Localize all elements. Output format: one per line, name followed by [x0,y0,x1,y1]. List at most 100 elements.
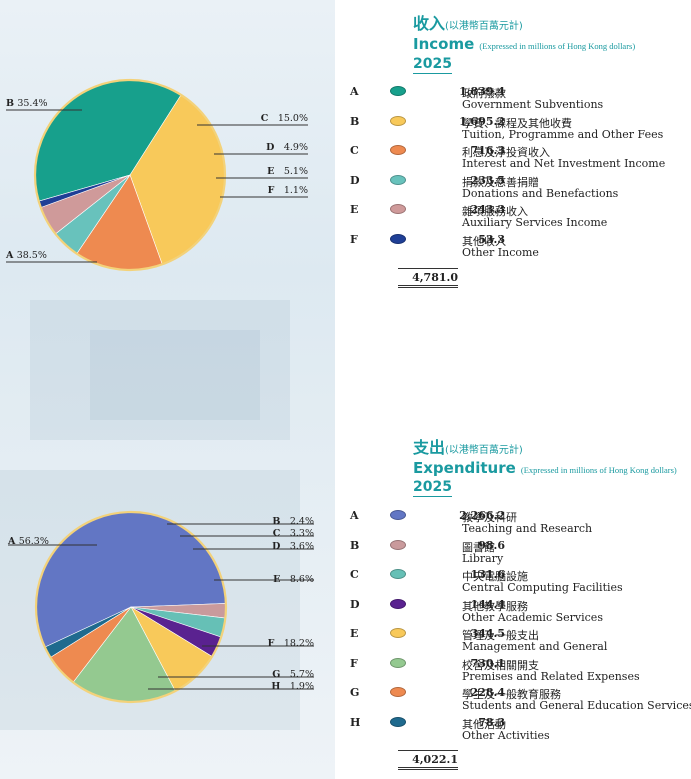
row-letter: B [350,114,360,128]
income-legend-row: E 243.3 雜項服務收入 Auxiliary Services Income [350,203,685,231]
legend-swatch-icon [390,115,406,126]
row-label-en: Library [462,551,504,565]
legend-swatch-icon [390,539,406,550]
row-value: 131.6 [470,568,505,581]
building-photo-shade [90,330,260,420]
legend-swatch-icon [390,598,406,609]
building-photo-shade [30,300,290,440]
legend-swatch-icon [390,86,406,96]
expenditure-legend-row: D 144.4 其他教學服務 Other Academic Services [350,598,685,626]
pie-label: H 1.9% [271,681,314,692]
row-label-en: Premises and Related Expenses [462,669,640,683]
pie-label: F 1.1% [268,185,308,196]
row-letter: D [350,173,360,187]
expenditure-pie-chart: A 56.3% B 2.4%C 3.3% D 3.6% E 8.6% F 18.2% G … [7,510,314,704]
legend-swatch-icon [390,569,406,579]
expenditure-total: 4,022.1 [398,750,458,770]
pie-label: F 18.2% [268,638,314,649]
row-value: 716.3 [470,144,505,158]
income-year: 2025 [413,56,452,74]
pie-label: D 4.9% [266,142,308,153]
expenditure-title-zh: 支出(以港幣百萬元計) [413,438,523,457]
row-label-zh: 學費、課程及其他收費 [462,116,572,130]
expenditure-legend-row: C 131.6 中央電腦設施 Central Computing Facilities [350,568,685,596]
income-legend-row: A 1,839.4 政府撥款 Government Subventions [350,85,685,113]
pie-label: B 2.4% [272,516,314,527]
row-label-zh: 學生及一般教育服務 [462,688,561,701]
row-letter: G [350,686,360,699]
income-pie-chart: A 38.5% B 35.4% C 15.0% D 4.9% E 5.1% F 1.1% [5,78,308,272]
row-value: 730.1 [470,656,505,670]
row-label-zh: 圖書館 [462,540,495,554]
row-value: 53.3 [478,233,505,246]
row-label-en: Students and General Education Services [462,699,691,712]
pie-label: A 38.5% [5,250,47,261]
row-label-en: Interest and Net Investment Income [462,157,666,171]
row-label-zh: 政府撥款 [462,87,506,100]
expenditure-title-en: Expenditure (Expressed in millions of Ho… [413,459,677,477]
income-legend-row: F 53.3 其他收入 Other Income [350,233,685,261]
row-letter: F [350,656,358,670]
pie-label: C 3.3% [273,528,314,539]
row-label-en: Central Computing Facilities [462,581,623,594]
income-legend-row: D 233.5 捐款及慈善捐贈 Donations and Benefactions [350,174,685,202]
pie-label: D 3.6% [272,541,314,552]
row-label-zh: 管理及一般支出 [462,629,539,642]
legend-swatch-icon [390,657,406,668]
pie-rim [34,510,228,704]
row-label-zh: 其他收入 [462,235,506,248]
row-label-en: Teaching and Research [462,522,593,535]
income-legend-row: B 1,695.2 學費、課程及其他收費 Tuition, Programme and… [350,115,685,143]
row-letter: A [350,509,359,522]
expenditure-year: 2025 [413,479,452,497]
row-letter: B [350,538,360,552]
row-label-zh: 教學及科研 [462,511,517,524]
row-label-zh: 校舍及相關開支 [462,658,539,672]
income-total: 4,781.0 [398,268,458,288]
row-letter: H [350,715,361,729]
row-label-zh: 利息及淨投資收入 [462,146,550,160]
pie-label: B 35.4% [6,98,48,109]
row-label-en: Other Income [462,246,539,259]
row-value: 98.6 [478,538,505,552]
pie-label: A 56.3% [7,536,49,547]
row-label-zh: 捐款及慈善捐贈 [462,175,539,189]
row-label-zh: 中央電腦設施 [462,570,528,583]
row-label-en: Auxiliary Services Income [462,216,608,230]
row-label-en: Other Activities [462,728,550,742]
expenditure-legend-row: E 344.5 管理及一般支出 Management and General [350,627,685,655]
row-label-zh: 其他活動 [462,717,506,731]
row-letter: C [350,568,359,581]
legend-swatch-icon [390,687,406,697]
expenditure-legend-row: A 2,266.2 教學及科研 Teaching and Research [350,509,685,537]
row-letter: C [350,144,359,158]
pie-label: C 15.0% [261,113,308,124]
legend-swatch-icon [390,204,406,215]
expenditure-legend-row: B 98.6 圖書館 Library [350,539,685,567]
row-value: 1,839.4 [459,85,505,98]
legend-swatch-icon [390,628,406,638]
pie-label: G 5.7% [272,669,314,680]
legend-swatch-icon [390,510,406,520]
row-value: 78.3 [478,715,505,729]
row-label-en: Management and General [462,640,608,653]
row-value: 243.3 [470,203,505,217]
row-label-en: Other Academic Services [462,610,603,624]
row-value: 233.5 [470,173,505,187]
row-value: 2,266.2 [459,509,505,522]
legend-swatch-icon [390,174,406,185]
income-title-en: Income (Expressed in millions of Hong Ko… [413,35,636,53]
legend-swatch-icon [390,145,406,156]
row-letter: F [350,233,358,246]
income-legend-row: C 716.3 利息及淨投資收入 Interest and Net Investmen… [350,144,685,172]
row-value: 228.4 [470,686,505,699]
row-label-en: Tuition, Programme and Other Fees [462,127,664,141]
expenditure-legend-row: F 730.1 校舍及相關開支 Premises and Related Expens… [350,657,685,685]
row-letter: E [350,203,359,217]
row-letter: D [350,597,360,611]
row-value: 1,695.2 [459,114,505,128]
legend-swatch-icon [390,716,406,727]
legend-swatch-icon [390,234,406,244]
pie-label: E 5.1% [267,166,308,177]
